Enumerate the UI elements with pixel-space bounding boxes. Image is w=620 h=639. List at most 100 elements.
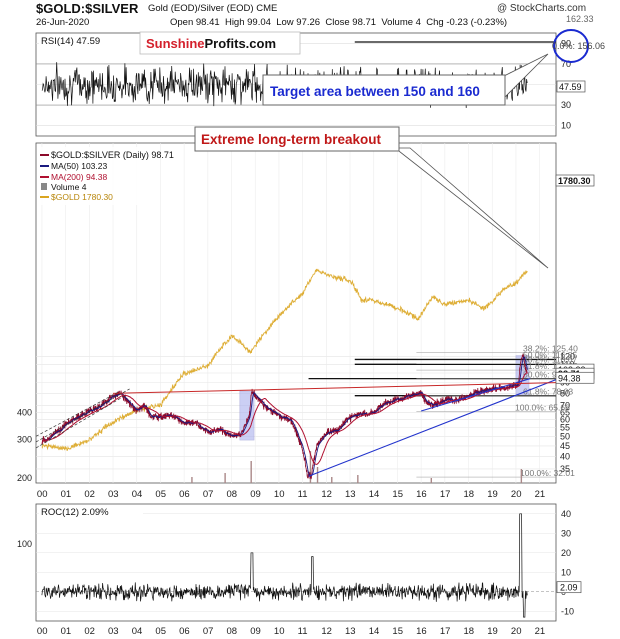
- x-tick-label: 15: [392, 626, 403, 637]
- x-tick-label: 13: [345, 489, 356, 500]
- volume-bar: [224, 473, 226, 483]
- x-tick-label: 07: [203, 489, 214, 500]
- ma50-line: [41, 356, 528, 477]
- price-tick-label: 45: [560, 441, 570, 451]
- chart-symbol: $GOLD:$SILVER: [36, 1, 139, 16]
- early-channel-mid: [35, 388, 130, 443]
- close-value: 98.71: [352, 17, 377, 28]
- rsi-legend-text: RSI(14) 47.59: [41, 36, 100, 47]
- price-tick-label: 50: [560, 431, 570, 441]
- breakout-callout: Extreme long-term breakout: [194, 126, 549, 269]
- fib-label: 61.8%: 103.23: [523, 361, 578, 371]
- price-tick-label: 55: [560, 423, 570, 433]
- rsi-current-label: 47.59: [559, 82, 582, 92]
- sunshine-profits-logo: SunshineProfits.com: [139, 31, 301, 55]
- high-label: High: [224, 17, 245, 28]
- volume-bar: [520, 469, 523, 483]
- roc-panel-frame: [35, 503, 557, 622]
- rsi-tick-label: 10: [561, 121, 571, 131]
- x-tick-label: 06: [179, 489, 190, 500]
- legend-ratio: $GOLD:$SILVER (Daily) 98.71: [51, 150, 174, 160]
- roc-current-label: 2.09: [560, 583, 578, 593]
- x-tick-label: 20: [511, 489, 522, 500]
- x-tick-label: 12: [321, 489, 332, 500]
- gold-silver-ratio-line: [41, 353, 528, 480]
- price-tick-label: 70: [560, 401, 570, 411]
- price-value-box: [555, 174, 595, 187]
- axes: 00 01 02 03 04 05 06 07 08 09 10 11 12 13 14 15 16 17 18 19…: [37, 489, 545, 637]
- fib-label: 50.0%: 94.38: [523, 369, 573, 379]
- fib-label: 100.0%: 32.01: [520, 468, 575, 478]
- chg-label: Chg: [426, 17, 444, 28]
- fib-label: 38.2%: 125.40: [523, 343, 578, 353]
- rsi-top-label-1: 162.33: [566, 14, 594, 24]
- long-term-resistance-line: [113, 382, 557, 394]
- gold-axis-tick-label: 100: [17, 539, 32, 549]
- x-tick-label: 09: [250, 489, 261, 500]
- x-tick-label: 12: [321, 626, 332, 637]
- legend-volume: Volume 4: [51, 182, 87, 192]
- gold-axis-tick-label: 400: [17, 407, 32, 417]
- x-tick-label: 00: [37, 489, 48, 500]
- gold-price-line: [41, 268, 528, 451]
- volume-bar: [191, 477, 193, 483]
- volume-label: Volume: [381, 17, 414, 28]
- price-tick-label: 65: [560, 407, 570, 417]
- x-tick-label: 16: [416, 489, 427, 500]
- close-label: Close: [325, 17, 350, 28]
- fib-label: 50.0%: 116.85: [523, 350, 577, 360]
- x-tick-label: 14: [369, 489, 380, 500]
- rsi-tick-label: 30: [561, 100, 571, 110]
- volume-value: 4: [415, 17, 421, 28]
- x-tick-label: 18: [464, 489, 475, 500]
- x-tick-label: 02: [84, 626, 95, 637]
- x-tick-label: 17: [440, 626, 451, 637]
- x-tick-label: 01: [61, 489, 72, 500]
- roc-tick-label: 10: [561, 567, 571, 577]
- x-tick-label: 14: [369, 626, 380, 637]
- ohlc-readout: Open 98.41 High 99.04 Low 97.26 Close 98…: [170, 17, 507, 28]
- rsi-top-label-2: 0.0%: 156.06: [552, 41, 605, 51]
- breakout-zone-2008: [239, 390, 255, 441]
- open-value: 98.41: [195, 17, 220, 28]
- x-tick-label: 05: [155, 489, 166, 500]
- gold-axis-tick-label: 300: [17, 435, 32, 445]
- x-tick-label: 03: [108, 626, 119, 637]
- price-tick-label: 80: [560, 388, 570, 398]
- legend-gold: $GOLD 1780.30: [51, 192, 113, 202]
- target-callout: Target area between 150 and 160: [262, 53, 549, 106]
- rsi-tick-label: 90: [561, 38, 571, 48]
- x-tick-label: 01: [61, 626, 72, 637]
- x-tick-label: 19: [487, 489, 498, 500]
- x-tick-label: 04: [132, 489, 143, 500]
- rsi-tick-label: 70: [561, 59, 571, 69]
- fib-label: 61.8%: 78.03: [523, 387, 573, 397]
- roc-tick-label: -10: [561, 606, 574, 616]
- chg-value: -0.23 (-0.23%): [446, 17, 508, 28]
- x-tick-label: 06: [179, 626, 190, 637]
- volume-bar: [309, 451, 312, 483]
- volume-bar: [430, 478, 433, 483]
- x-tick-label: 07: [203, 626, 214, 637]
- fib-label: 100.0%: 65.66: [515, 402, 570, 412]
- x-tick-label: 13: [345, 626, 356, 637]
- fib-label: 38.2%: 110.67: [523, 355, 577, 365]
- volume-bar: [316, 467, 319, 483]
- x-tick-label: 05: [155, 626, 166, 637]
- low-label: Low: [276, 17, 294, 28]
- x-tick-label: 21: [535, 626, 546, 637]
- x-tick-label: 02: [84, 489, 95, 500]
- target-circle: [553, 29, 589, 63]
- x-tick-label: 10: [274, 626, 285, 637]
- volume-bar: [331, 477, 333, 483]
- roc-line: [41, 513, 528, 618]
- x-tick-label: 11: [298, 626, 308, 637]
- roc-legend: ROC(12) 2.09%: [39, 505, 143, 518]
- high-value: 99.04: [247, 17, 271, 28]
- target-text: Target area between 150 and 160: [270, 84, 480, 99]
- legend-ma200: MA(200) 94.38: [51, 172, 107, 182]
- price-value-box: [555, 371, 595, 384]
- x-tick-label: 08: [227, 489, 238, 500]
- price-value-label: 1780.30: [558, 176, 591, 186]
- x-tick-label: 00: [37, 626, 48, 637]
